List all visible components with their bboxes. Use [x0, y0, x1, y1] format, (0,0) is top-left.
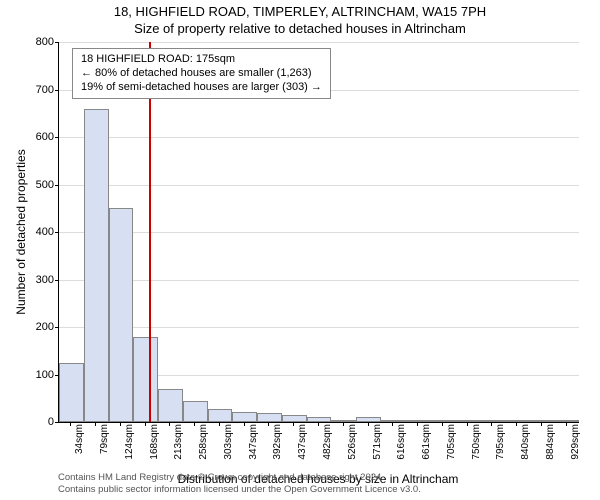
x-tick: [442, 422, 443, 426]
x-tick-label: 437sqm: [297, 424, 308, 464]
histogram-bar: [208, 409, 233, 422]
chart-area: Number of detached properties Distributi…: [58, 42, 578, 422]
histogram-bar: [430, 420, 455, 422]
y-tick-label: 0: [14, 416, 54, 428]
x-tick-label: 213sqm: [173, 424, 184, 464]
x-tick-label: 347sqm: [248, 424, 259, 464]
x-tick-label: 79sqm: [99, 424, 110, 464]
x-tick-label: 258sqm: [198, 424, 209, 464]
x-tick-label: 571sqm: [372, 424, 383, 464]
y-tick-label: 800: [14, 36, 54, 48]
y-tick: [55, 185, 59, 186]
x-tick: [467, 422, 468, 426]
x-tick: [318, 422, 319, 426]
annotation-box: 18 HIGHFIELD ROAD: 175sqm ← 80% of detac…: [72, 48, 331, 99]
x-tick: [70, 422, 71, 426]
histogram-bar: [356, 417, 381, 422]
y-tick: [55, 327, 59, 328]
histogram-bar: [109, 208, 134, 422]
x-tick: [392, 422, 393, 426]
x-tick: [95, 422, 96, 426]
x-tick-label: 303sqm: [223, 424, 234, 464]
x-tick: [516, 422, 517, 426]
x-tick: [194, 422, 195, 426]
x-tick: [145, 422, 146, 426]
y-tick-label: 500: [14, 179, 54, 191]
y-tick: [55, 422, 59, 423]
x-tick-label: 750sqm: [471, 424, 482, 464]
x-tick-label: 526sqm: [347, 424, 358, 464]
x-tick: [541, 422, 542, 426]
y-tick-label: 700: [14, 84, 54, 96]
annotation-line3: 19% of semi-detached houses are larger (…: [81, 81, 322, 95]
x-tick-label: 124sqm: [124, 424, 135, 464]
y-tick-label: 300: [14, 274, 54, 286]
x-tick: [368, 422, 369, 426]
y-tick: [55, 232, 59, 233]
annotation-line1: 18 HIGHFIELD ROAD: 175sqm: [81, 53, 322, 67]
gridline: [59, 232, 579, 233]
x-tick-label: 168sqm: [149, 424, 160, 464]
histogram-bar: [133, 337, 158, 423]
gridline: [59, 185, 579, 186]
x-tick-label: 929sqm: [570, 424, 581, 464]
x-tick: [244, 422, 245, 426]
histogram-bar: [282, 415, 307, 422]
x-tick-label: 840sqm: [520, 424, 531, 464]
x-tick-label: 884sqm: [545, 424, 556, 464]
copyright-notice: Contains HM Land Registry data © Crown c…: [58, 472, 421, 496]
y-tick: [55, 137, 59, 138]
histogram-bar: [84, 109, 109, 423]
y-tick-label: 200: [14, 321, 54, 333]
x-tick: [169, 422, 170, 426]
x-tick-label: 34sqm: [74, 424, 85, 464]
gridline: [59, 327, 579, 328]
histogram-bar: [257, 413, 282, 422]
x-tick: [566, 422, 567, 426]
y-tick-label: 600: [14, 131, 54, 143]
copyright-line1: Contains HM Land Registry data © Crown c…: [58, 472, 421, 484]
histogram-bar: [232, 412, 257, 422]
y-tick: [55, 42, 59, 43]
x-tick: [343, 422, 344, 426]
histogram-bar: [331, 420, 356, 422]
chart-container: 18, HIGHFIELD ROAD, TIMPERLEY, ALTRINCHA…: [0, 0, 600, 500]
gridline: [59, 42, 579, 43]
title-subtitle: Size of property relative to detached ho…: [0, 19, 600, 36]
x-tick-label: 795sqm: [495, 424, 506, 464]
histogram-bar: [529, 420, 554, 422]
histogram-bar: [554, 420, 579, 422]
annotation-line2: ← 80% of detached houses are smaller (1,…: [81, 67, 322, 81]
x-tick: [120, 422, 121, 426]
y-tick: [55, 280, 59, 281]
x-tick: [491, 422, 492, 426]
y-tick-label: 100: [14, 369, 54, 381]
gridline: [59, 137, 579, 138]
x-tick: [268, 422, 269, 426]
x-tick: [417, 422, 418, 426]
x-tick: [293, 422, 294, 426]
y-tick: [55, 90, 59, 91]
x-tick: [219, 422, 220, 426]
histogram-bar: [158, 389, 183, 422]
histogram-bar: [59, 363, 84, 422]
x-tick-label: 482sqm: [322, 424, 333, 464]
x-tick-label: 616sqm: [396, 424, 407, 464]
histogram-bar: [455, 420, 480, 422]
title-address: 18, HIGHFIELD ROAD, TIMPERLEY, ALTRINCHA…: [0, 0, 600, 19]
copyright-line2: Contains public sector information licen…: [58, 484, 421, 496]
x-tick-label: 392sqm: [272, 424, 283, 464]
x-tick-label: 705sqm: [446, 424, 457, 464]
gridline: [59, 280, 579, 281]
x-tick-label: 661sqm: [421, 424, 432, 464]
y-tick-label: 400: [14, 226, 54, 238]
histogram-bar: [183, 401, 208, 422]
